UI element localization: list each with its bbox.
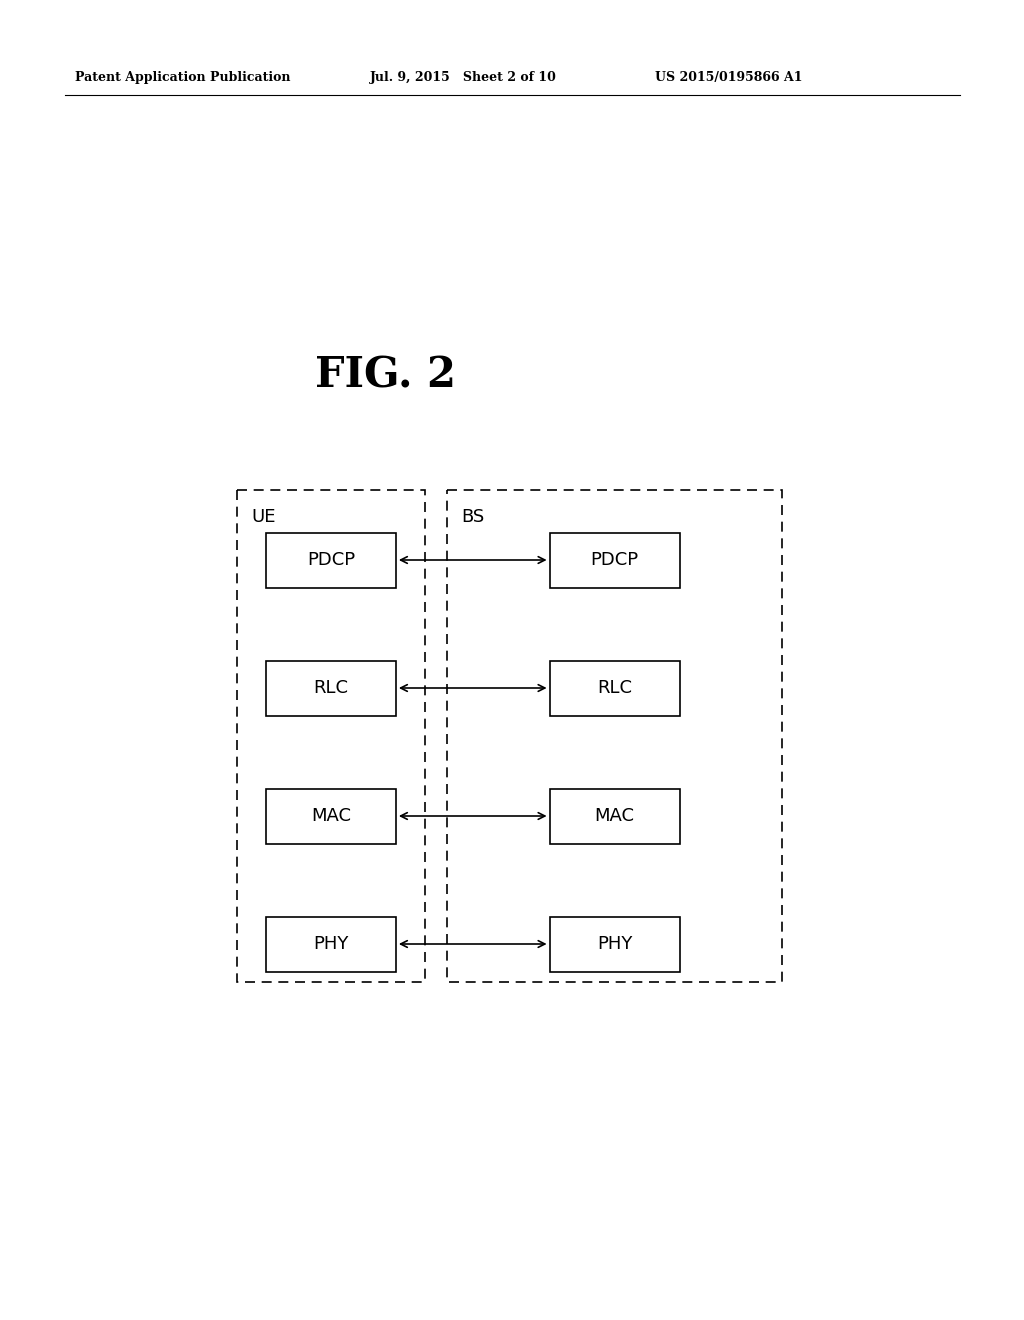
Text: MAC: MAC <box>311 807 351 825</box>
Bar <box>266 532 396 587</box>
Text: Patent Application Publication: Patent Application Publication <box>75 71 291 84</box>
Bar <box>266 916 396 972</box>
Text: PDCP: PDCP <box>307 550 355 569</box>
Text: US 2015/0195866 A1: US 2015/0195866 A1 <box>655 71 803 84</box>
Bar <box>550 788 680 843</box>
Bar <box>550 916 680 972</box>
Text: BS: BS <box>461 508 484 525</box>
Text: RLC: RLC <box>313 678 348 697</box>
Bar <box>550 532 680 587</box>
Text: PHY: PHY <box>313 935 349 953</box>
Text: PHY: PHY <box>597 935 632 953</box>
Bar <box>237 490 425 982</box>
Bar <box>550 660 680 715</box>
Text: PDCP: PDCP <box>591 550 639 569</box>
Bar <box>266 788 396 843</box>
Text: FIG. 2: FIG. 2 <box>315 355 456 397</box>
Bar <box>447 490 782 982</box>
Text: RLC: RLC <box>597 678 632 697</box>
Text: Jul. 9, 2015   Sheet 2 of 10: Jul. 9, 2015 Sheet 2 of 10 <box>370 71 557 84</box>
Text: UE: UE <box>251 508 275 525</box>
Text: MAC: MAC <box>595 807 635 825</box>
Bar <box>266 660 396 715</box>
